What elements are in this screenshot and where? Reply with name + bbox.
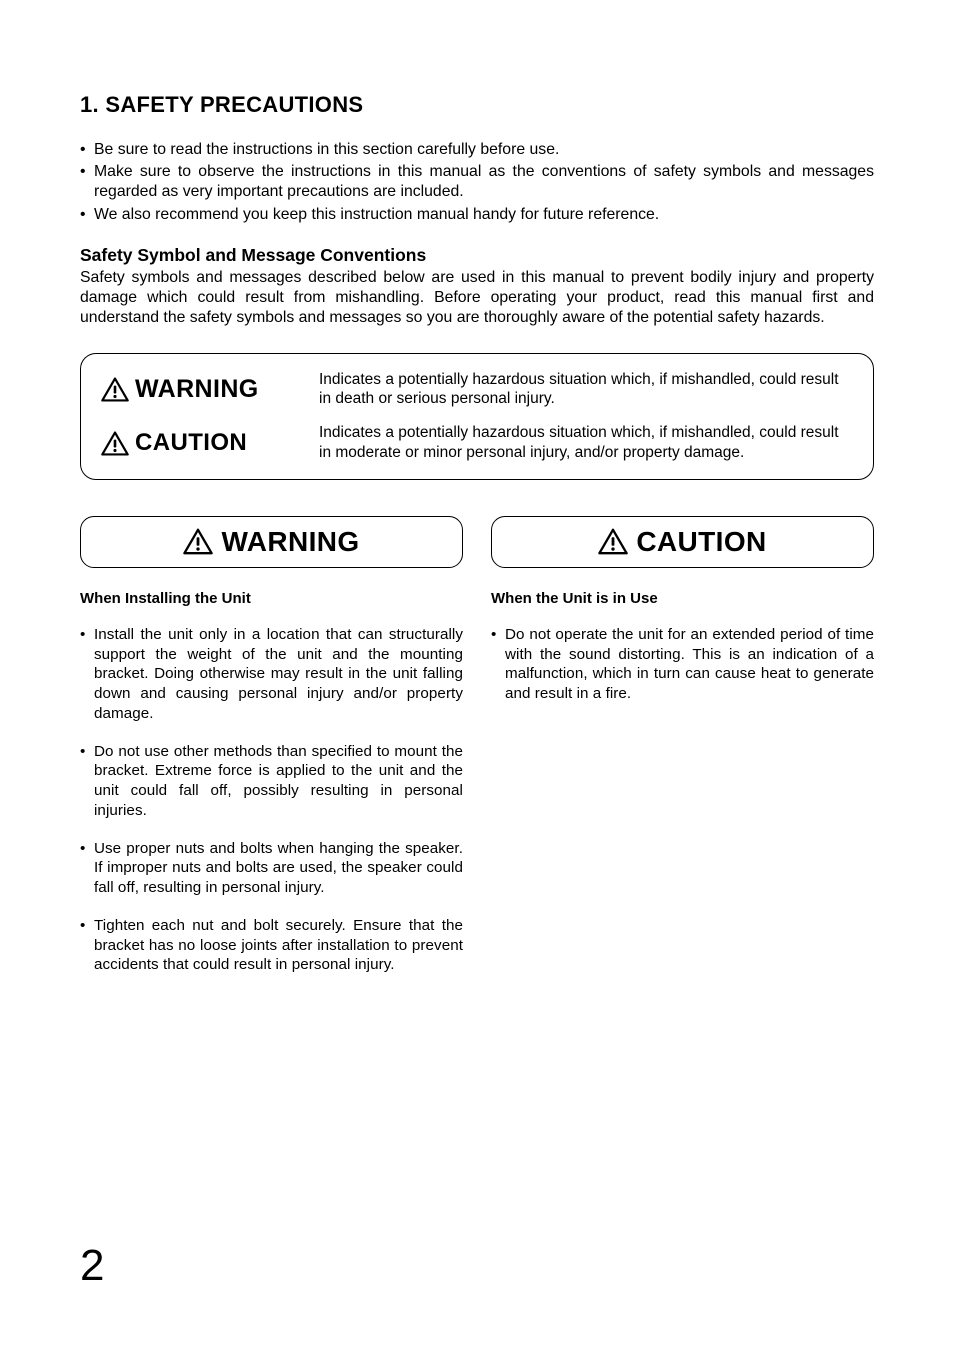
intro-bullet: Make sure to observe the instructions in…	[80, 162, 874, 202]
warning-label-text: WARNING	[135, 375, 259, 404]
intro-paragraph: Safety symbols and messages described be…	[80, 268, 874, 329]
warning-sub-heading: When Installing the Unit	[80, 590, 463, 607]
intro-bullet-list: Be sure to read the instructions in this…	[80, 140, 874, 225]
warning-bullet: Do not use other methods than specified …	[80, 742, 463, 821]
warning-banner: WARNING	[80, 516, 463, 568]
two-column-section: WARNING When Installing the Unit Install…	[80, 516, 874, 993]
warning-bullet: Tighten each nut and bolt securely. Ensu…	[80, 916, 463, 975]
warning-triangle-icon	[101, 431, 129, 456]
page-number: 2	[80, 1241, 104, 1291]
caution-bullet-list: Do not operate the unit for an extended …	[491, 625, 874, 704]
warning-bullet: Use proper nuts and bolts when hanging t…	[80, 839, 463, 898]
warning-bullet-list: Install the unit only in a location that…	[80, 625, 463, 975]
definition-label: WARNING	[101, 375, 301, 404]
caution-definition-text: Indicates a potentially hazardous situat…	[319, 423, 845, 463]
warning-definition-text: Indicates a potentially hazardous situat…	[319, 370, 845, 410]
sub-heading: Safety Symbol and Message Conventions	[80, 245, 874, 266]
intro-bullet: Be sure to read the instructions in this…	[80, 140, 874, 160]
caution-banner: CAUTION	[491, 516, 874, 568]
definition-row-warning: WARNING Indicates a potentially hazardou…	[101, 370, 845, 410]
warning-banner-text: WARNING	[221, 526, 359, 558]
section-title: 1. SAFETY PRECAUTIONS	[80, 92, 874, 118]
definition-row-caution: CAUTION Indicates a potentially hazardou…	[101, 423, 845, 463]
caution-label-text: CAUTION	[135, 429, 247, 457]
page: 1. SAFETY PRECAUTIONS Be sure to read th…	[0, 0, 954, 993]
definition-box: WARNING Indicates a potentially hazardou…	[80, 353, 874, 480]
caution-column: CAUTION When the Unit is in Use Do not o…	[491, 516, 874, 993]
warning-bullet: Install the unit only in a location that…	[80, 625, 463, 724]
intro-bullet: We also recommend you keep this instruct…	[80, 205, 874, 225]
warning-triangle-icon	[101, 377, 129, 402]
caution-banner-text: CAUTION	[636, 526, 766, 558]
warning-triangle-icon	[183, 528, 213, 555]
caution-sub-heading: When the Unit is in Use	[491, 590, 874, 607]
definition-label: CAUTION	[101, 429, 301, 457]
warning-triangle-icon	[598, 528, 628, 555]
warning-column: WARNING When Installing the Unit Install…	[80, 516, 463, 993]
caution-bullet: Do not operate the unit for an extended …	[491, 625, 874, 704]
